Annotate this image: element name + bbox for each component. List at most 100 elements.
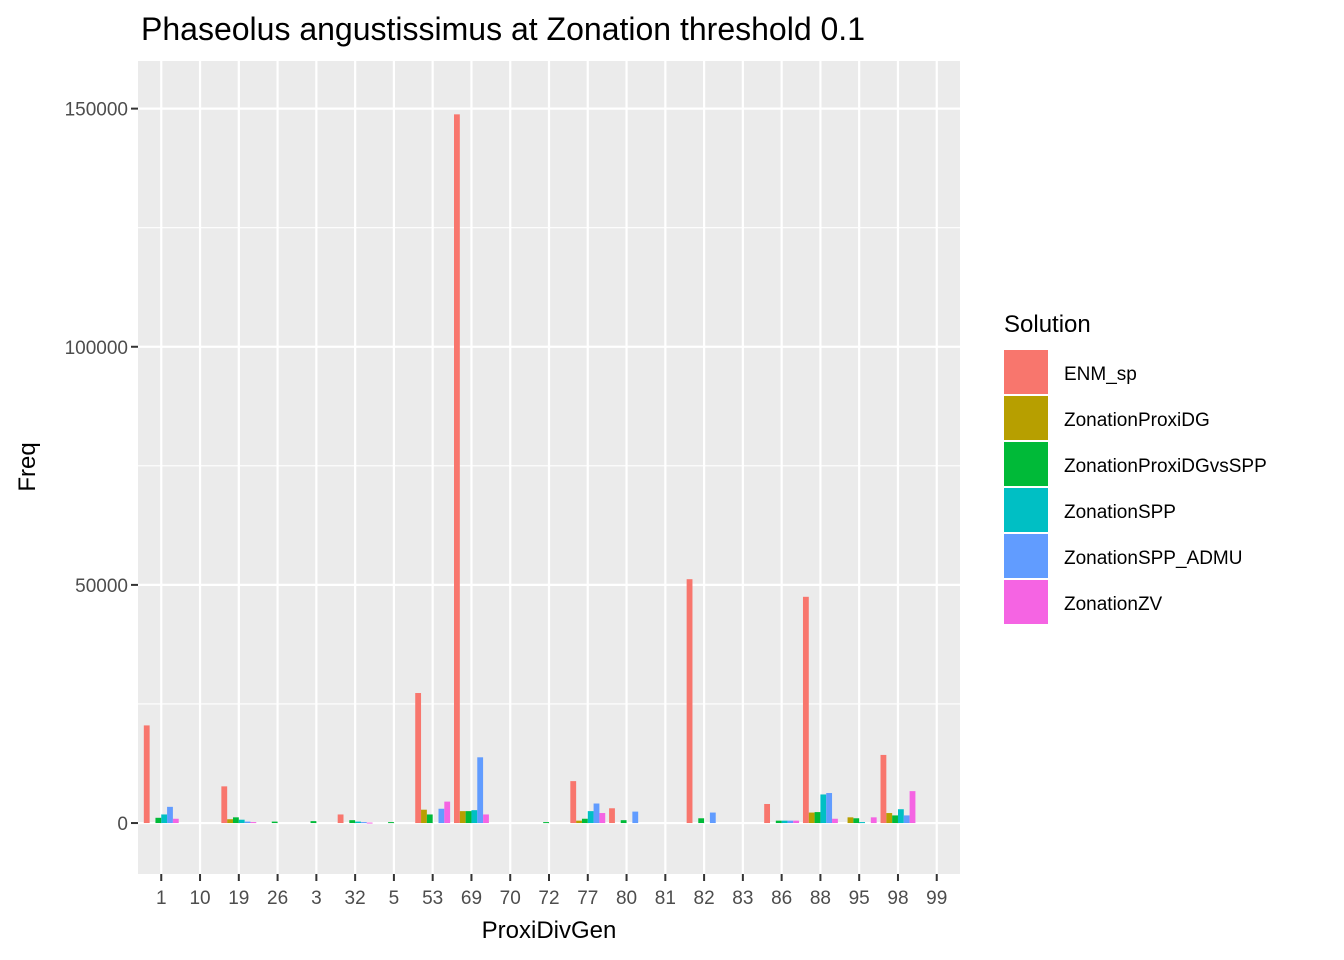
bar xyxy=(709,812,716,824)
x-tick-label: 53 xyxy=(422,888,443,909)
legend-key xyxy=(1004,534,1048,578)
bar xyxy=(620,820,627,824)
y-tick-label: 100000 xyxy=(65,338,128,359)
x-tick-label: 19 xyxy=(228,888,249,909)
bar xyxy=(310,821,317,824)
bar xyxy=(781,820,788,824)
bar xyxy=(444,801,451,824)
x-tick-label: 1 xyxy=(156,888,167,909)
legend-title: Solution xyxy=(1004,311,1091,338)
legend-label: ZonationProxiDGvsSPP xyxy=(1064,456,1267,477)
bar xyxy=(221,786,228,824)
bar xyxy=(587,811,594,824)
legend-key xyxy=(1004,350,1048,394)
x-tick-label: 83 xyxy=(732,888,753,909)
x-tick-label: 80 xyxy=(616,888,637,909)
y-axis-title: Freq xyxy=(14,442,41,491)
bars xyxy=(143,114,916,824)
bar xyxy=(581,818,588,824)
bar xyxy=(477,757,484,824)
legend-label: ZonationSPP_ADMU xyxy=(1064,548,1242,569)
bar xyxy=(426,814,433,824)
legend-key xyxy=(1004,580,1048,624)
bar xyxy=(880,754,887,824)
x-tick-label: 69 xyxy=(461,888,482,909)
bar xyxy=(808,812,815,824)
x-tick-label: 86 xyxy=(771,888,792,909)
x-tick-label: 10 xyxy=(189,888,210,909)
bar xyxy=(870,817,877,824)
bar xyxy=(349,820,356,824)
bar xyxy=(454,114,460,824)
bar xyxy=(787,820,794,824)
x-tick-label: 99 xyxy=(926,888,947,909)
bar xyxy=(903,815,910,824)
x-tick-label: 26 xyxy=(267,888,288,909)
bar xyxy=(576,820,582,824)
x-tick-label: 77 xyxy=(577,888,598,909)
bar xyxy=(698,818,705,824)
bar xyxy=(421,809,427,824)
legend-label: ENM_sp xyxy=(1064,364,1137,385)
bar xyxy=(886,813,893,824)
bar xyxy=(244,821,251,824)
chart-title: Phaseolus angustissimus at Zonation thre… xyxy=(141,11,865,47)
bar xyxy=(593,803,600,824)
legend-label: ZonationZV xyxy=(1064,594,1163,615)
bar xyxy=(366,822,373,824)
x-tick-label: 88 xyxy=(810,888,831,909)
bar xyxy=(271,821,278,824)
bar xyxy=(167,806,173,824)
bar xyxy=(227,819,233,824)
bar xyxy=(609,808,615,824)
x-axis-title: ProxiDivGen xyxy=(482,917,617,944)
bar xyxy=(909,791,916,824)
bar xyxy=(238,819,245,824)
bar xyxy=(892,815,898,824)
legend-label: ZonationSPP xyxy=(1064,502,1176,523)
grid xyxy=(138,61,960,874)
bar xyxy=(859,822,866,824)
legend-key xyxy=(1004,396,1048,440)
legend-label: ZonationProxiDG xyxy=(1064,410,1210,431)
bar xyxy=(465,811,472,824)
bar xyxy=(802,596,809,824)
bar xyxy=(826,793,833,824)
x-tick-label: 82 xyxy=(694,888,715,909)
bar xyxy=(471,810,478,824)
bar xyxy=(161,814,168,824)
legend-key xyxy=(1004,488,1048,532)
x-tick-label: 3 xyxy=(311,888,322,909)
bar xyxy=(543,822,549,824)
bar xyxy=(337,814,344,824)
legend-key xyxy=(1004,442,1048,486)
bar xyxy=(764,803,771,824)
bar xyxy=(415,693,422,824)
bar xyxy=(775,820,782,824)
bar xyxy=(250,822,257,824)
bar xyxy=(686,579,693,824)
legend: Solution ENM_sp ZonationProxiDG ZonationPr… xyxy=(1004,311,1267,624)
bar xyxy=(360,822,367,824)
x-tick-label: 70 xyxy=(500,888,521,909)
bar xyxy=(355,821,361,824)
x-tick-label: 95 xyxy=(849,888,870,909)
bar xyxy=(632,811,639,824)
bar xyxy=(172,818,179,824)
x-axis: 1 10 19 26 3 32 5 53 69 70 72 77 80 81 82 83 86 88 95 98 99 xyxy=(156,874,947,909)
y-tick-label: 0 xyxy=(117,814,128,835)
x-tick-label: 72 xyxy=(538,888,559,909)
bar xyxy=(388,822,394,824)
bar xyxy=(438,808,445,824)
x-tick-label: 5 xyxy=(389,888,400,909)
bar xyxy=(599,813,606,824)
x-tick-label: 98 xyxy=(887,888,908,909)
legend-items: ENM_sp ZonationProxiDG ZonationProxiDGvsSP… xyxy=(1004,350,1267,624)
bar xyxy=(853,818,860,824)
y-tick-label: 50000 xyxy=(75,576,128,597)
bar xyxy=(897,809,904,824)
bar xyxy=(820,794,827,824)
bar xyxy=(814,812,821,824)
bar xyxy=(459,811,466,824)
